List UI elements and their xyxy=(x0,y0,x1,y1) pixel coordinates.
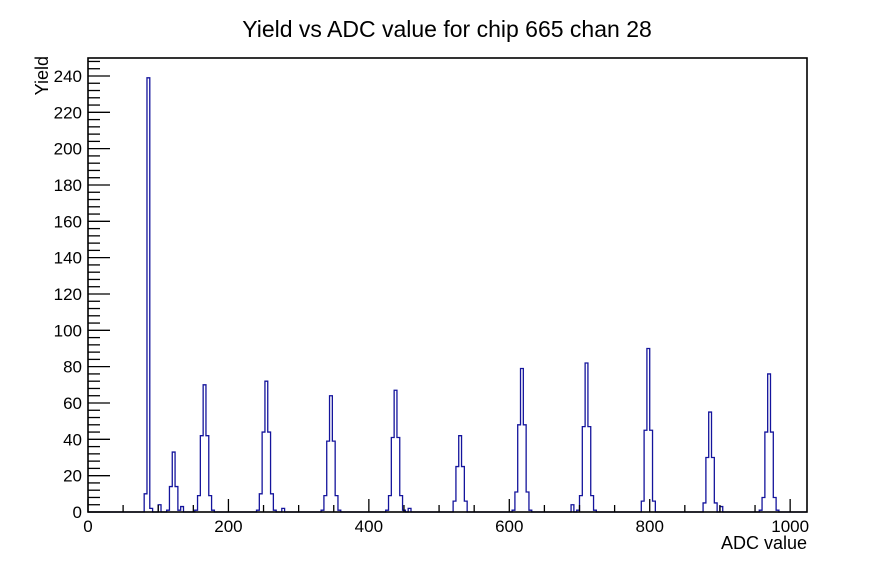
y-tick-label: 100 xyxy=(54,321,82,340)
y-tick-label: 240 xyxy=(54,67,82,86)
y-tick-label: 0 xyxy=(73,503,82,522)
y-axis-title: Yield xyxy=(32,56,52,95)
x-tick-label: 1000 xyxy=(771,517,809,536)
x-tick-label: 800 xyxy=(636,517,664,536)
chart-title: Yield vs ADC value for chip 665 chan 28 xyxy=(242,16,652,42)
yield-histogram-line xyxy=(88,77,807,513)
y-tick-label: 20 xyxy=(63,467,82,486)
y-tick-label: 120 xyxy=(54,285,82,304)
x-tick-label: 400 xyxy=(355,517,383,536)
y-tick-label: 220 xyxy=(54,103,82,122)
y-tick-label: 40 xyxy=(63,430,82,449)
y-tick-label: 140 xyxy=(54,249,82,268)
x-tick-label: 0 xyxy=(83,517,92,536)
x-tick-label: 200 xyxy=(214,517,242,536)
y-tick-label: 180 xyxy=(54,176,82,195)
y-tick-label: 160 xyxy=(54,212,82,231)
y-tick-label: 80 xyxy=(63,358,82,377)
axis-ticks xyxy=(87,60,791,513)
y-tick-label: 200 xyxy=(54,140,82,159)
axis-tick-labels: 0 200 400 600 800 1000 0 20 40 60 80 100 120 140 160 18… xyxy=(54,67,809,536)
y-tick-label: 60 xyxy=(63,394,82,413)
plot-frame xyxy=(87,57,808,513)
x-tick-label: 600 xyxy=(495,517,523,536)
histogram-series xyxy=(88,77,807,513)
x-axis-title: ADC value xyxy=(721,533,807,553)
